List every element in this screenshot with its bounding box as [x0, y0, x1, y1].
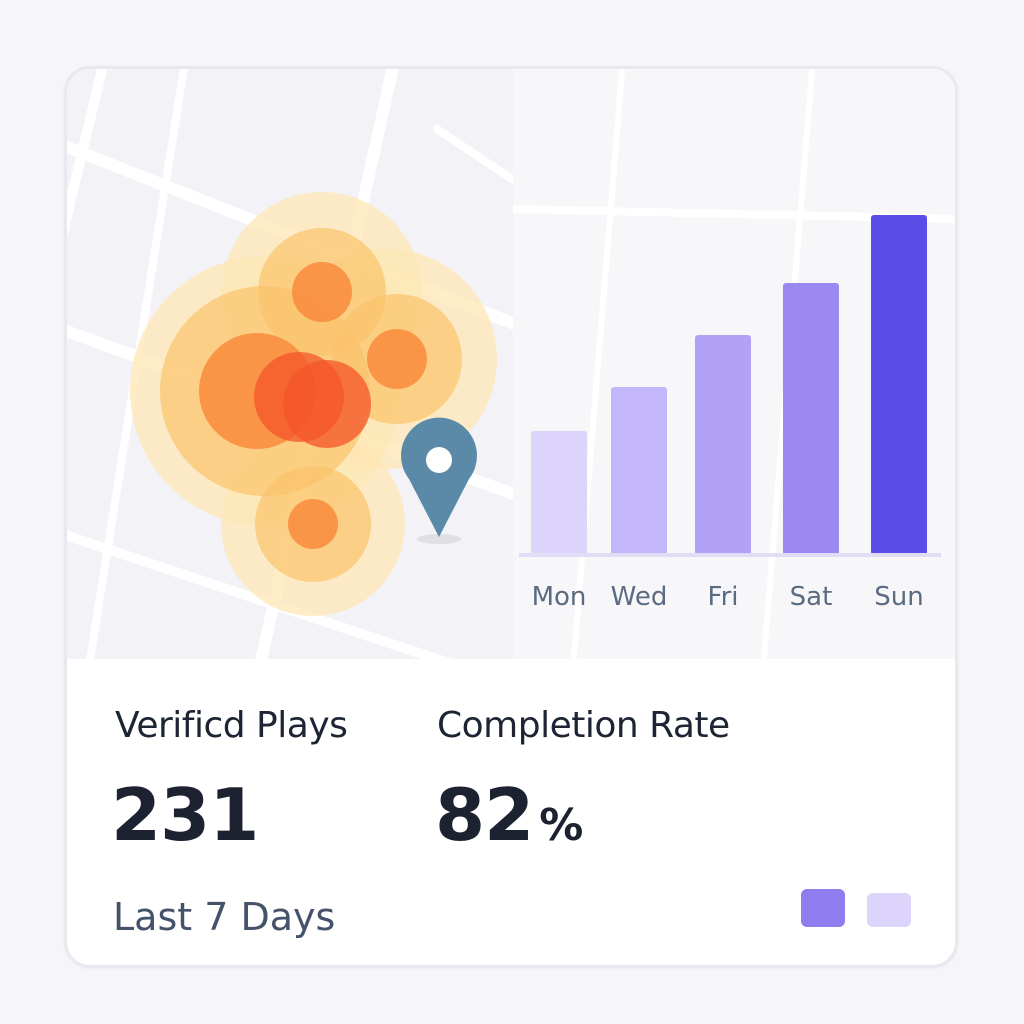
legend-swatch-secondary[interactable]: [867, 893, 911, 927]
completion-rate-label: Completion Rate: [437, 705, 730, 746]
x-label-fri: Fri: [708, 582, 739, 612]
location-pin-icon[interactable]: [401, 417, 477, 544]
heatmap-map[interactable]: [67, 69, 513, 659]
bar-sun[interactable]: [871, 215, 927, 555]
map-canvas: [67, 69, 513, 659]
x-label-sun: Sun: [874, 582, 923, 612]
bar-chart: Mon Wed Fri Sat Sun: [513, 69, 955, 659]
verified-plays-value: 231: [111, 773, 259, 857]
period-label: Last 7 Days: [113, 895, 336, 939]
x-label-mon: Mon: [532, 582, 587, 612]
completion-rate-value: 82%: [435, 773, 583, 857]
bar-wed[interactable]: [611, 387, 667, 555]
bar-sat[interactable]: [783, 283, 839, 555]
heat-blob: [283, 360, 371, 448]
completion-rate-unit: %: [539, 800, 583, 851]
bars: [531, 215, 927, 555]
x-label-wed: Wed: [611, 582, 668, 612]
analytics-card: Mon Wed Fri Sat Sun Verificd Plays 231 Compl…: [64, 66, 958, 968]
completion-rate-number: 82: [435, 773, 534, 857]
bar-fri[interactable]: [695, 335, 751, 555]
x-axis-labels: Mon Wed Fri Sat Sun: [532, 582, 924, 612]
verified-plays-label: Verificd Plays: [115, 705, 348, 746]
chart-canvas: Mon Wed Fri Sat Sun: [513, 69, 955, 659]
x-label-sat: Sat: [790, 582, 833, 612]
heat-blob: [292, 262, 352, 322]
bar-mon[interactable]: [531, 431, 587, 555]
heat-blob: [367, 329, 427, 389]
legend-swatch-primary[interactable]: [801, 889, 845, 927]
heat-blobs: [130, 192, 497, 616]
heat-blob: [288, 499, 338, 549]
